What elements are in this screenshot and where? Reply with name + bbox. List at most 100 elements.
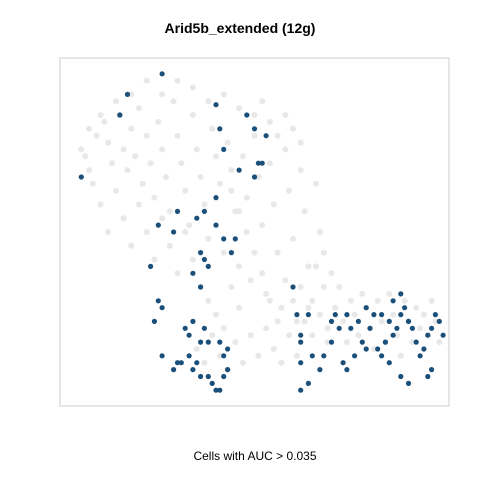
background-cell-point (82, 153, 89, 160)
background-cell-point (286, 332, 293, 339)
background-cell-point (251, 112, 258, 118)
highlighted-cell-point (336, 325, 342, 331)
highlighted-cell-point (217, 126, 223, 132)
highlighted-cell-point (409, 325, 415, 331)
highlighted-cell-point (194, 215, 200, 221)
background-cell-point (274, 249, 281, 256)
background-cell-point (189, 112, 196, 118)
highlighted-cell-point (386, 360, 392, 366)
background-cell-point (182, 229, 189, 235)
highlighted-cell-point (328, 318, 335, 324)
highlighted-cell-point (317, 367, 323, 373)
background-cell-point (340, 318, 347, 325)
background-cell-point (97, 112, 104, 118)
chart-title: Arid5b_extended (12g) (164, 20, 316, 36)
background-cell-point (178, 160, 185, 167)
highlighted-cell-point (201, 325, 207, 331)
background-cell-point (155, 118, 162, 125)
background-cell-point (390, 311, 397, 318)
background-cell-point (78, 146, 85, 153)
background-cell-point (251, 249, 258, 256)
highlighted-cell-point (221, 373, 227, 380)
highlighted-cell-point (213, 102, 219, 108)
highlighted-cell-point (155, 222, 161, 228)
highlighted-cell-point (298, 339, 304, 345)
highlighted-cell-point (375, 346, 381, 352)
highlighted-cell-point (379, 353, 385, 359)
highlighted-cell-point (398, 373, 404, 380)
background-cell-point (205, 98, 212, 105)
highlighted-cell-point (186, 353, 192, 359)
background-cell-point (182, 187, 189, 194)
highlighted-cell-point (159, 353, 165, 359)
background-cell-point (105, 229, 112, 235)
background-cell-point (324, 339, 331, 346)
background-cell-point (259, 222, 266, 229)
highlighted-cell-point (213, 195, 219, 201)
background-cell-point (309, 332, 316, 339)
highlighted-cell-point (190, 270, 196, 276)
highlighted-cell-point (213, 387, 219, 393)
background-cell-point (193, 146, 200, 153)
background-cell-point (109, 160, 116, 167)
background-cell-point (313, 263, 320, 270)
highlighted-cell-point (359, 339, 365, 345)
highlighted-cell-point (402, 305, 408, 311)
background-cell-point (309, 297, 316, 304)
background-cell-point (266, 297, 273, 304)
highlighted-cell-point (363, 346, 369, 352)
background-cell-point (132, 153, 139, 160)
highlighted-cell-point (198, 250, 204, 256)
background-cell-point (247, 277, 254, 284)
highlighted-cell-point (213, 222, 219, 228)
background-cell-point (347, 297, 354, 304)
background-cell-point (293, 318, 300, 325)
background-cell-point (239, 359, 246, 366)
highlighted-cell-point (390, 298, 396, 304)
background-cell-point (374, 297, 381, 304)
background-cell-point (201, 201, 208, 208)
background-cell-point (301, 318, 308, 325)
background-cell-point (97, 201, 104, 208)
background-cell-point (290, 297, 296, 304)
highlighted-cell-point (209, 380, 215, 386)
background-cell-point (232, 339, 239, 346)
background-cell-point (209, 125, 216, 132)
background-cell-point (263, 325, 270, 332)
background-cell-point (301, 208, 308, 215)
highlighted-cell-point (186, 332, 192, 338)
highlighted-cell-point (405, 318, 412, 324)
background-cell-point (174, 77, 181, 84)
highlighted-cell-point (386, 318, 392, 324)
background-cell-point (159, 146, 166, 153)
background-cell-point (216, 180, 223, 187)
background-cell-point (205, 297, 212, 304)
highlighted-cell-point (201, 208, 207, 214)
background-cell-point (378, 318, 385, 325)
background-cell-point (282, 112, 289, 118)
background-cell-point (259, 98, 266, 105)
highlighted-cell-point (194, 360, 200, 366)
background-cell-point (136, 201, 142, 208)
background-cell-point (220, 249, 227, 256)
highlighted-cell-point (171, 229, 177, 235)
highlighted-cell-point (413, 339, 419, 345)
highlighted-cell-point (344, 312, 350, 318)
highlighted-cell-point (352, 353, 358, 359)
background-cell-point (128, 91, 135, 98)
highlighted-cell-point (171, 367, 177, 373)
background-cell-point (228, 284, 235, 290)
background-cell-point (143, 229, 150, 235)
highlighted-cell-point (425, 373, 431, 380)
highlighted-cell-point (151, 318, 157, 324)
background-cell-point (236, 105, 243, 112)
highlighted-cell-point (290, 284, 296, 290)
background-cell-point (151, 256, 158, 263)
background-cell-point (128, 125, 135, 132)
background-cell-point (224, 139, 231, 146)
highlighted-cell-point (398, 291, 404, 297)
highlighted-cell-point (363, 305, 369, 311)
background-cell-point (136, 105, 142, 112)
x-axis-label: Cells with AUC > 0.035 (193, 449, 317, 463)
